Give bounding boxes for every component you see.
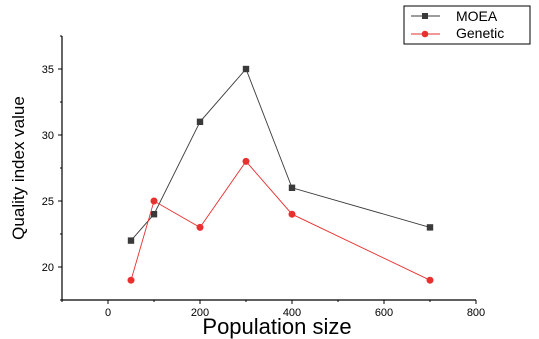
data-point-moea: [150, 211, 158, 218]
x-axis-label: Population size: [202, 314, 351, 339]
y-ticks: 20 25 30 35: [42, 35, 62, 301]
legend: MOEA Genetic: [403, 5, 531, 45]
legend-marker-moea: [422, 13, 428, 19]
y-tick-label: 20: [42, 262, 54, 274]
data-point-moea: [127, 237, 135, 244]
data-point-genetic: [426, 276, 434, 284]
y-tick-label: 30: [42, 130, 54, 142]
data-point-genetic: [150, 197, 158, 205]
data-point-genetic: [127, 276, 135, 284]
legend-marker-genetic: [421, 30, 429, 38]
data-point-genetic: [242, 157, 250, 165]
data-point-genetic: [196, 223, 204, 231]
series-line-moea: [130, 68, 431, 241]
data-point-moea: [288, 184, 296, 191]
data-point-moea: [242, 65, 250, 73]
data-point-moea: [426, 224, 434, 231]
y-tick-label: 25: [42, 196, 54, 208]
x-tick-label: 800: [467, 307, 485, 319]
legend-label-moea: MOEA: [456, 8, 498, 24]
series-line-genetic: [130, 160, 431, 281]
legend-label-genetic: Genetic: [456, 25, 504, 41]
y-axis-label: Quality index value: [9, 96, 28, 240]
legend-box: [403, 5, 531, 45]
y-tick-label: 35: [42, 64, 54, 76]
x-tick-label: 400: [283, 307, 301, 319]
data-point-genetic: [288, 210, 296, 218]
x-tick-label: 200: [191, 307, 209, 319]
x-ticks: 0 200 400 600 800: [61, 300, 485, 319]
x-tick-label: 600: [375, 307, 393, 319]
axes: [61, 36, 476, 301]
x-tick-label: 0: [105, 307, 111, 319]
series-layer: [127, 65, 434, 284]
data-point-moea: [196, 118, 204, 125]
